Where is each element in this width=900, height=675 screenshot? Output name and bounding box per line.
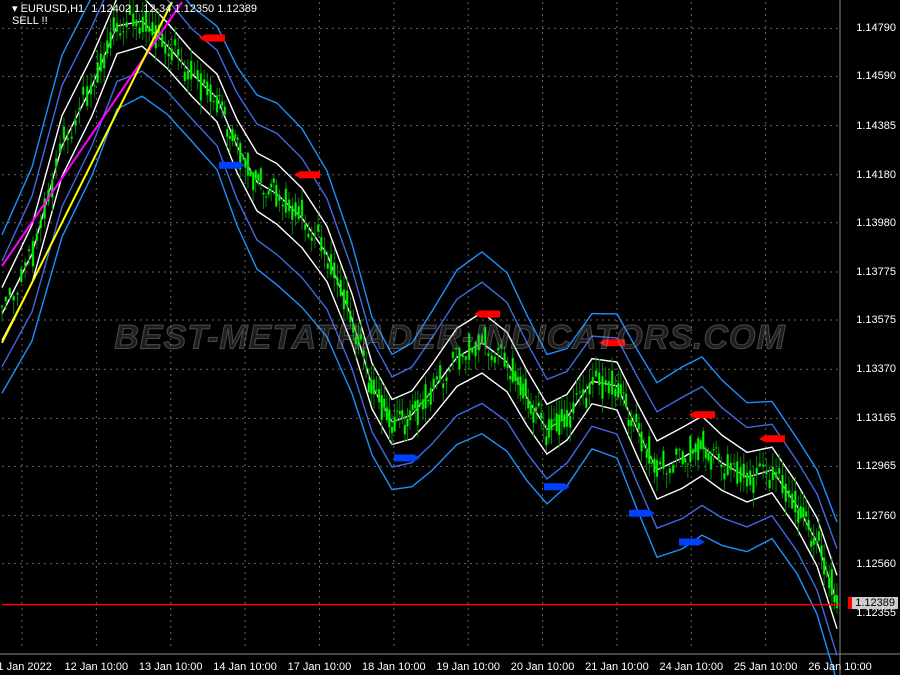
chart-triangle-icon: ▾ [12,3,18,15]
x-tick-label: 21 Jan 10:00 [585,661,649,673]
y-tick-label: 1.12965 [856,460,896,472]
y-tick-label: 1.13165 [856,412,896,424]
x-tick-label: 11 Jan 2022 [0,661,52,673]
x-tick-label: 26 Jan 10:00 [808,661,872,673]
x-tick-label: 18 Jan 10:00 [362,661,426,673]
x-tick-label: 12 Jan 10:00 [65,661,129,673]
chart-svg [0,0,900,675]
y-tick-label: 1.13775 [856,266,896,278]
x-tick-label: 14 Jan 10:00 [213,661,277,673]
chart-container[interactable]: ▾ EURUSD,H1 1.12402 1.12-34 1.12350 1.12… [0,0,900,675]
x-tick-label: 24 Jan 10:00 [659,661,723,673]
signal-label: SELL !! [12,15,48,27]
x-tick-label: 17 Jan 10:00 [288,661,352,673]
y-tick-label: 1.13370 [856,363,896,375]
ohlc-label: 1.12402 1.12-34 1.12350 1.12389 [91,3,257,15]
y-tick-label: 1.13980 [856,217,896,229]
y-tick-label: 1.13575 [856,314,896,326]
y-tick-label: 1.12760 [856,510,896,522]
chart-header: ▾ EURUSD,H1 1.12402 1.12-34 1.12350 1.12… [12,2,257,27]
x-tick-label: 19 Jan 10:00 [436,661,500,673]
y-tick-label: 1.14180 [856,169,896,181]
y-tick-label: 1.12560 [856,558,896,570]
symbol-label: EURUSD,H1 [21,3,85,15]
x-tick-label: 13 Jan 10:00 [139,661,203,673]
x-tick-label: 25 Jan 10:00 [734,661,798,673]
current-price-box: 1.12389 [848,597,898,609]
y-tick-label: 1.14790 [856,22,896,34]
y-tick-label: 1.14590 [856,70,896,82]
x-tick-label: 20 Jan 10:00 [511,661,575,673]
y-tick-label: 1.14385 [856,120,896,132]
